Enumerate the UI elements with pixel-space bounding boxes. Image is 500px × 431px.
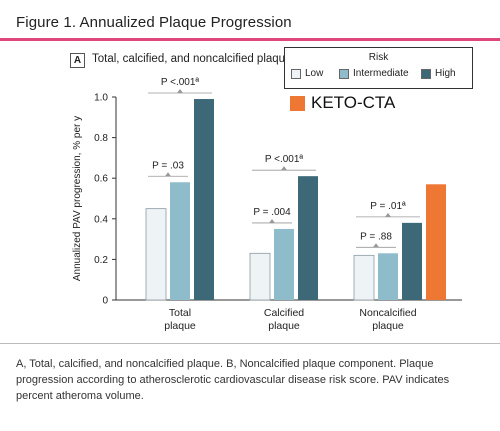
legend-swatch-intermediate	[339, 68, 349, 79]
legend-swatch-low	[291, 68, 301, 79]
bar-intermediate-2	[274, 228, 294, 300]
bar-low-3	[353, 254, 375, 301]
risk-legend: Risk Low Intermediate High	[284, 47, 473, 89]
legend-label-low: Low	[305, 68, 324, 79]
x-tick-label: plaque	[372, 320, 404, 332]
p-marker	[281, 166, 287, 171]
y-tick-label: 0.4	[94, 214, 108, 225]
p-value-label: P <.001ª	[265, 154, 304, 165]
caption-divider	[0, 343, 500, 344]
bar-high-1	[194, 99, 214, 300]
figure-title: Figure 1. Annualized Plaque Progression	[16, 14, 292, 31]
keto-swatch	[290, 95, 305, 111]
legend-label-high: High	[435, 68, 456, 79]
bar-intermediate-1	[170, 182, 190, 300]
p-value-label: P = .88	[360, 231, 392, 242]
y-tick-label: 0.6	[94, 174, 108, 185]
p-marker	[385, 212, 391, 217]
bar-keto-cta-3	[426, 184, 446, 300]
legend-swatch-high	[421, 68, 431, 79]
p-marker	[269, 218, 275, 223]
keto-legend: KETO-CTA	[290, 93, 395, 113]
bar-high-2	[298, 176, 318, 300]
p-marker	[373, 243, 379, 248]
x-tick-label: Calcified	[264, 307, 304, 319]
figure-header: Figure 1. Annualized Plaque Progression	[0, 0, 500, 41]
legend-item-low: Low	[291, 68, 323, 79]
figure-caption: A, Total, calcified, and noncalcified pl…	[16, 358, 450, 402]
bar-chart: 0 0.2 0.4 0.6 0.8 1.0 Annualized PAV progressi…	[72, 77, 462, 332]
legend-label-intermediate: Intermediate	[353, 68, 409, 79]
p-marker	[165, 172, 171, 177]
bar-high-3	[402, 222, 422, 300]
x-tick-label: plaque	[268, 320, 300, 332]
bar-low-1	[145, 208, 167, 301]
x-tick-label: plaque	[164, 320, 196, 332]
y-tick-label: 0.8	[94, 133, 108, 144]
legend-item-intermediate: Intermediate	[339, 68, 409, 79]
x-tick-label: Total	[169, 307, 191, 319]
keto-label: KETO-CTA	[311, 93, 396, 112]
panel-title: Total, calcified, and noncalcified plaqu…	[92, 53, 292, 65]
legend-item-high: High	[421, 68, 456, 79]
legend-title: Risk	[368, 52, 389, 63]
p-value-label: P = .03	[152, 160, 184, 171]
y-tick-label: 0	[102, 296, 108, 307]
y-axis-label: Annualized PAV progression, % per y	[72, 116, 83, 281]
p-value-label: P <.001ª	[161, 77, 200, 88]
bar-low-2	[249, 252, 271, 301]
bar-intermediate-3	[378, 253, 398, 300]
y-tick-label: 1.0	[94, 93, 108, 104]
y-tick-label: 0.2	[94, 255, 108, 266]
p-marker	[177, 89, 183, 94]
panel-letter: A	[70, 53, 85, 68]
p-value-label: P = .004	[253, 207, 291, 218]
x-tick-label: Noncalcified	[359, 307, 416, 319]
p-value-label: P = .01ª	[370, 201, 406, 212]
